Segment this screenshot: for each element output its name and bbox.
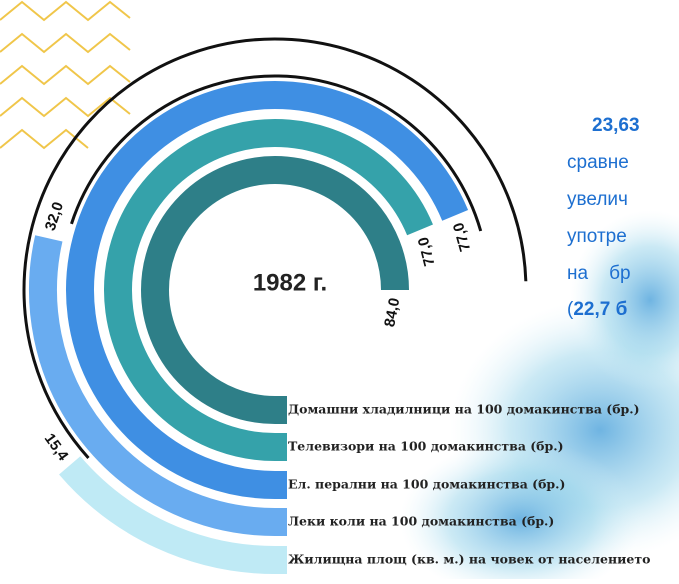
bar-lead <box>275 546 287 574</box>
value-label: 77,0 <box>415 235 439 267</box>
side-bold: 22,7 б <box>573 299 627 320</box>
bar-lead <box>275 396 287 424</box>
zigzag <box>0 2 130 148</box>
bar-lead <box>275 471 287 499</box>
value-label: 77,0 <box>450 221 474 254</box>
value-label: 84,0 <box>381 297 403 329</box>
side-lead: 23,63 <box>592 115 640 136</box>
legend-label: Леки коли на 100 домакинства (бр.) <box>288 514 554 529</box>
legend-label: Телевизори на 100 домакинства (бр.) <box>288 439 564 454</box>
value-label: 32,0 <box>42 200 67 233</box>
chart: 1982 г. 23,63 сравне увелич употре на бр… <box>0 0 679 579</box>
bar-lead <box>275 508 287 536</box>
value-label: 15,4 <box>41 430 72 464</box>
side-line: употре <box>567 226 627 247</box>
page: 1982 г. 23,63 сравне увелич употре на бр… <box>0 0 679 579</box>
legend-label: Ел. перални на 100 домакинства (бр.) <box>288 477 565 492</box>
side-line: (22,7 б <box>567 299 627 320</box>
legend-label: Жилищна площ (кв. м.) на човек от населе… <box>288 552 650 567</box>
bar-lead <box>275 433 287 461</box>
side-line: увелич <box>567 189 628 210</box>
side-line: сравне <box>567 152 629 173</box>
legend-label: Домашни хладилници на 100 домакинства (б… <box>288 402 640 417</box>
chart-title: 1982 г. <box>253 269 327 296</box>
side-line: на бр <box>567 263 631 284</box>
